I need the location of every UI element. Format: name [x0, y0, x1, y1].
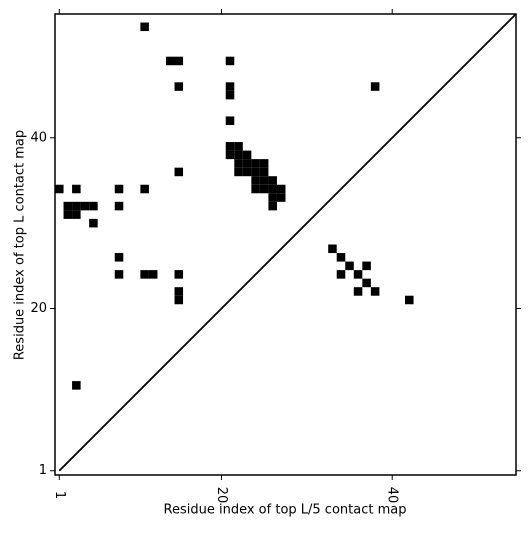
contact-cell [234, 159, 243, 168]
contact-cell [165, 56, 175, 66]
contact-cell [259, 184, 269, 194]
contact-cell [336, 270, 346, 279]
contact-cell [89, 201, 98, 211]
contact-cell [140, 270, 149, 279]
contact-cell [55, 184, 64, 194]
contact-cell [114, 201, 124, 211]
contact-cell [114, 270, 124, 279]
contact-cell [234, 167, 243, 177]
contact-cell [328, 244, 337, 254]
contact-cell [268, 201, 277, 211]
contact-cell [251, 184, 260, 194]
contact-cell [72, 184, 81, 194]
contact-cell [268, 176, 277, 185]
y-tick-label: 20 [30, 301, 47, 316]
contact-cell [225, 90, 235, 100]
contact-cell [276, 193, 286, 202]
contact-cell [174, 287, 184, 296]
contact-cell [225, 150, 235, 160]
contact-cell [353, 287, 363, 296]
contact-cell [72, 381, 81, 390]
diagonal [58, 13, 517, 472]
contact-cell [63, 210, 73, 219]
contact-cell [174, 82, 184, 91]
contact-cell [362, 278, 371, 288]
contact-cell [148, 270, 158, 279]
contact-cell [114, 184, 124, 194]
x-tick-label: 40 [385, 487, 400, 504]
contact-cell [251, 176, 260, 185]
contact-cell [268, 193, 277, 202]
contact-cell [251, 167, 260, 177]
y-tick-label: 40 [30, 130, 47, 145]
contact-cell [370, 82, 380, 91]
contact-cell [405, 295, 414, 305]
contact-cell [370, 287, 380, 296]
contact-cell [259, 159, 269, 168]
contact-cell [242, 167, 252, 177]
contact-cell [80, 201, 90, 211]
contact-cell [345, 261, 354, 271]
contact-cell [174, 167, 184, 177]
contact-cell [174, 295, 184, 305]
contact-cell [72, 201, 81, 211]
contact-cell [234, 150, 243, 160]
contact-cell [268, 184, 277, 194]
contact-cell [140, 22, 149, 32]
contact-cell [336, 253, 346, 262]
contact-cell [225, 56, 235, 66]
y-axis-label: Residue index of top L contact map [13, 130, 28, 360]
contact-cell [242, 150, 252, 160]
contact-cell [259, 176, 269, 185]
contact-cell [72, 210, 81, 219]
x-axis-label: Residue index of top L/5 contact map [164, 503, 407, 518]
contact-cell [140, 184, 149, 194]
contact-cell [234, 142, 243, 151]
contact-cell [225, 116, 235, 125]
contact-cell [174, 56, 184, 66]
contact-cell [225, 142, 235, 151]
y-tick-label: 1 [39, 463, 47, 478]
contact-cell [276, 184, 286, 194]
contact-cell [353, 270, 363, 279]
contact-cell [242, 159, 252, 168]
contact-cell [225, 82, 235, 91]
contact-cell [114, 253, 124, 262]
x-tick-label: 1 [52, 491, 67, 499]
contact-cell [63, 201, 73, 211]
plot-frame [54, 13, 517, 476]
x-tick-label: 20 [214, 487, 229, 504]
contact-cell [174, 270, 184, 279]
contact-cell [259, 167, 269, 177]
contact-cell [362, 261, 371, 271]
contact-cell [251, 159, 260, 168]
contact-cell [89, 218, 98, 228]
